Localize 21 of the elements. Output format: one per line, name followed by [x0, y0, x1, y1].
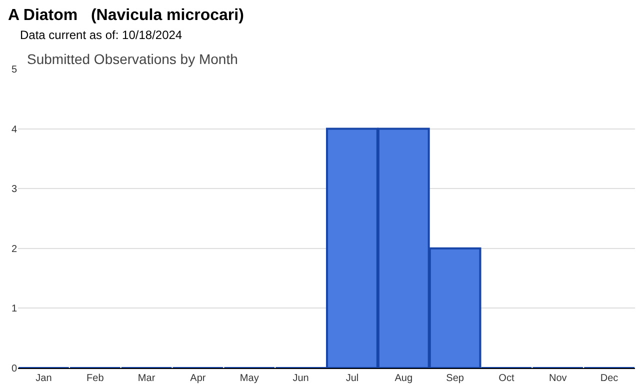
x-tick-label: May: [240, 373, 259, 384]
y-tick-label: 0: [11, 364, 18, 374]
x-tick-label: Mar: [138, 373, 156, 384]
x-tick-label: Oct: [498, 373, 514, 384]
x-tick-label: Apr: [190, 373, 206, 384]
y-tick-label: 1: [11, 304, 18, 315]
x-tick-label: Aug: [394, 373, 413, 384]
y-tick-label: 4: [11, 124, 18, 136]
x-tick-label: Nov: [548, 373, 567, 384]
chart-title: A Diatom (Navicula microcari): [8, 7, 244, 24]
y-tick-label: 5: [11, 64, 18, 76]
x-tick-label: Jan: [36, 373, 52, 384]
x-tick-label: Jul: [346, 373, 359, 384]
text: Submitted Observations by Month: [27, 51, 238, 67]
chart-subtitle: Data current as of: 10/18/2024: [20, 28, 182, 42]
x-tick-label: Sep: [446, 373, 464, 384]
x-tick-label: Feb: [86, 373, 104, 384]
y-tick-label: 3: [11, 184, 18, 196]
x-tick-label: Jun: [292, 373, 309, 384]
y-tick-label: 2: [11, 244, 18, 255]
x-tick-label: Dec: [600, 373, 618, 384]
